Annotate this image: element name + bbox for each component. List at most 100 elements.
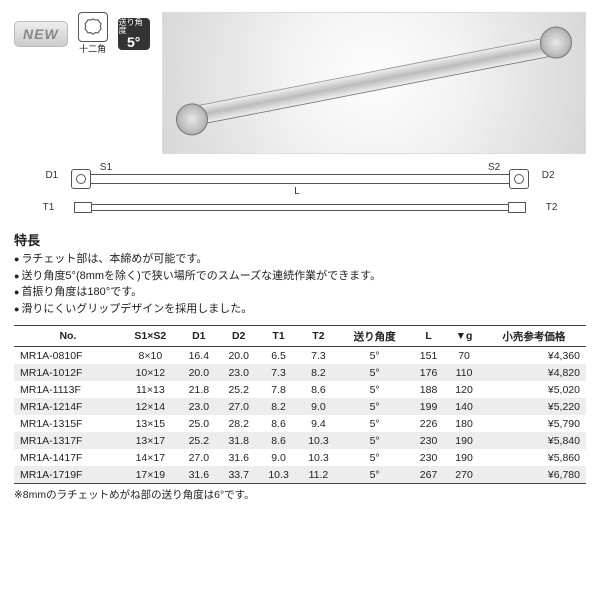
table-cell: 7.3 <box>299 347 339 365</box>
table-cell: 10.3 <box>299 432 339 449</box>
table-cell: 23.0 <box>219 364 259 381</box>
table-cell: 5° <box>338 415 410 432</box>
table-cell: 5° <box>338 432 410 449</box>
table-cell: 28.2 <box>219 415 259 432</box>
table-cell: 9.4 <box>299 415 339 432</box>
table-row: MR1A-1317F13×1725.231.88.610.35°230190¥5… <box>14 432 586 449</box>
table-cell: 226 <box>411 415 447 432</box>
spec-table: No.S1×S2D1D2T1T2送り角度L▼g小売参考価格 MR1A-0810F… <box>14 325 586 484</box>
table-cell: 190 <box>446 449 482 466</box>
table-cell: 14×17 <box>122 449 179 466</box>
table-col-header: S1×S2 <box>122 326 179 347</box>
table-cell: 31.6 <box>179 466 219 484</box>
table-col-header: 送り角度 <box>338 326 410 347</box>
feature-item: 首振り角度は180°です。 <box>14 284 586 301</box>
table-row: MR1A-1315F13×1525.028.28.69.45°226180¥5,… <box>14 415 586 432</box>
table-cell: ¥5,020 <box>482 381 586 398</box>
table-cell: 267 <box>411 466 447 484</box>
table-cell: 190 <box>446 432 482 449</box>
table-col-header: D1 <box>179 326 219 347</box>
table-cell: 9.0 <box>259 449 299 466</box>
table-cell: 17×19 <box>122 466 179 484</box>
table-cell: 10.3 <box>299 449 339 466</box>
table-cell: 11.2 <box>299 466 339 484</box>
table-row: MR1A-1719F17×1931.633.710.311.25°267270¥… <box>14 466 586 484</box>
table-cell: 230 <box>411 449 447 466</box>
product-photo <box>162 12 586 154</box>
badges: NEW 十二角 送り角度 5° <box>14 12 150 55</box>
table-cell: 140 <box>446 398 482 415</box>
table-cell: 33.7 <box>219 466 259 484</box>
dimension-diagram: D1 S1 S2 D2 L T1 T2 <box>14 164 586 224</box>
table-cell: 16.4 <box>179 347 219 365</box>
dim-s2: S2 <box>488 162 500 173</box>
table-cell: MR1A-1214F <box>14 398 122 415</box>
feed-angle-icon: 送り角度 5° <box>118 18 150 50</box>
table-col-header: T2 <box>299 326 339 347</box>
table-cell: 10.3 <box>259 466 299 484</box>
table-cell: 27.0 <box>179 449 219 466</box>
table-cell: ¥4,820 <box>482 364 586 381</box>
table-cell: ¥5,220 <box>482 398 586 415</box>
table-cell: 8.2 <box>299 364 339 381</box>
dim-s1: S1 <box>100 162 112 173</box>
table-cell: 11×13 <box>122 381 179 398</box>
feature-item: 送り角度5°(8mmを除く)で狭い場所でのスムーズな連続作業ができます。 <box>14 268 586 285</box>
table-cell: 8.6 <box>259 415 299 432</box>
feature-item: 滑りにくいグリップデザインを採用しました。 <box>14 301 586 318</box>
footnote: ※8mmのラチェットめがね部の送り角度は6°です。 <box>14 487 586 502</box>
table-cell: MR1A-0810F <box>14 347 122 365</box>
table-row: MR1A-0810F8×1016.420.06.57.35°15170¥4,36… <box>14 347 586 365</box>
table-cell: 8.6 <box>259 432 299 449</box>
table-cell: 70 <box>446 347 482 365</box>
dim-l: L <box>294 186 300 197</box>
table-cell: ¥5,840 <box>482 432 586 449</box>
table-cell: MR1A-1317F <box>14 432 122 449</box>
table-cell: MR1A-1315F <box>14 415 122 432</box>
table-cell: 230 <box>411 432 447 449</box>
table-cell: 5° <box>338 364 410 381</box>
table-row: MR1A-1214F12×1423.027.08.29.05°199140¥5,… <box>14 398 586 415</box>
table-col-header: 小売参考価格 <box>482 326 586 347</box>
table-body: MR1A-0810F8×1016.420.06.57.35°15170¥4,36… <box>14 347 586 484</box>
table-cell: MR1A-1719F <box>14 466 122 484</box>
dim-d2: D2 <box>542 170 555 181</box>
table-cell: 5° <box>338 381 410 398</box>
table-cell: 8×10 <box>122 347 179 365</box>
dim-d1: D1 <box>45 170 58 181</box>
table-cell: 180 <box>446 415 482 432</box>
wrench-illustration <box>190 36 559 127</box>
angle-value: 5° <box>127 35 140 49</box>
table-cell: 151 <box>411 347 447 365</box>
feature-item: ラチェット部は、本締めが可能です。 <box>14 251 586 268</box>
twelve-point-icon <box>78 12 108 42</box>
points-label: 十二角 <box>79 42 106 55</box>
features-list: ラチェット部は、本締めが可能です。 送り角度5°(8mmを除く)で狭い場所でのス… <box>14 251 586 317</box>
dim-t1: T1 <box>43 202 55 213</box>
new-badge: NEW <box>14 21 68 47</box>
table-cell: 8.6 <box>299 381 339 398</box>
table-col-header: D2 <box>219 326 259 347</box>
table-cell: MR1A-1113F <box>14 381 122 398</box>
table-cell: 25.2 <box>219 381 259 398</box>
table-cell: 20.0 <box>179 364 219 381</box>
table-cell: 5° <box>338 466 410 484</box>
table-cell: 31.6 <box>219 449 259 466</box>
table-cell: 8.2 <box>259 398 299 415</box>
table-col-header: No. <box>14 326 122 347</box>
table-cell: 27.0 <box>219 398 259 415</box>
table-cell: 9.0 <box>299 398 339 415</box>
table-cell: 23.0 <box>179 398 219 415</box>
table-cell: 20.0 <box>219 347 259 365</box>
dim-t2: T2 <box>546 202 558 213</box>
table-header-row: No.S1×S2D1D2T1T2送り角度L▼g小売参考価格 <box>14 326 586 347</box>
table-cell: ¥6,780 <box>482 466 586 484</box>
table-cell: 110 <box>446 364 482 381</box>
table-cell: 31.8 <box>219 432 259 449</box>
angle-icon-box: 送り角度 5° <box>118 18 150 50</box>
table-col-header: L <box>411 326 447 347</box>
features: 特長 ラチェット部は、本締めが可能です。 送り角度5°(8mmを除く)で狭い場所… <box>14 230 586 317</box>
table-row: MR1A-1012F10×1220.023.07.38.25°176110¥4,… <box>14 364 586 381</box>
top-area: NEW 十二角 送り角度 5° <box>14 12 586 154</box>
table-cell: 21.8 <box>179 381 219 398</box>
